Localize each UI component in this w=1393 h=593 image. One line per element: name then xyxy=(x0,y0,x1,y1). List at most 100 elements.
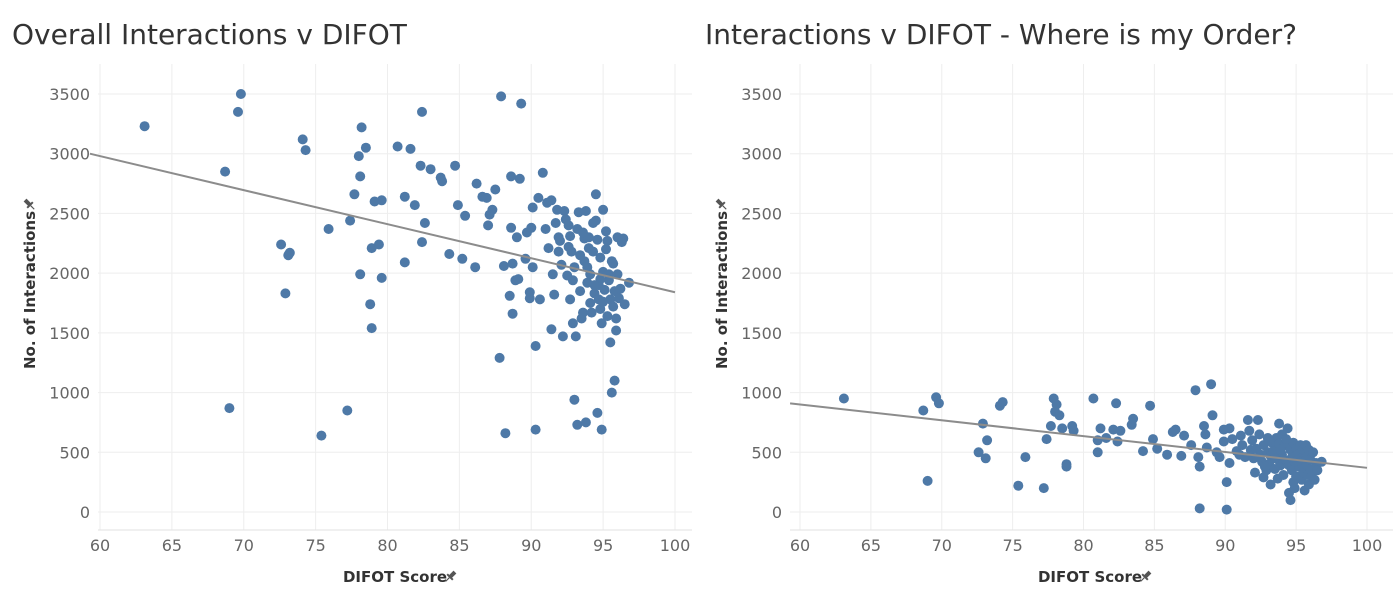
data-point[interactable] xyxy=(533,192,544,203)
data-point[interactable] xyxy=(1224,458,1235,468)
data-point[interactable] xyxy=(417,237,427,248)
data-point[interactable] xyxy=(546,324,557,335)
data-point[interactable] xyxy=(1170,424,1181,435)
data-point[interactable] xyxy=(1242,415,1253,425)
data-point[interactable] xyxy=(349,189,360,200)
data-point[interactable] xyxy=(575,286,586,297)
data-point[interactable] xyxy=(511,232,522,243)
data-point[interactable] xyxy=(559,206,570,216)
data-point[interactable] xyxy=(595,252,606,263)
data-point[interactable] xyxy=(592,407,603,418)
data-point[interactable] xyxy=(982,435,993,446)
data-point[interactable] xyxy=(323,224,334,234)
data-point[interactable] xyxy=(360,142,371,153)
data-point[interactable] xyxy=(606,387,617,398)
data-point[interactable] xyxy=(619,299,630,310)
data-point[interactable] xyxy=(588,246,599,257)
data-point[interactable] xyxy=(553,246,564,257)
data-point[interactable] xyxy=(1128,413,1139,424)
data-point[interactable] xyxy=(1200,429,1211,440)
data-point[interactable] xyxy=(1194,503,1205,514)
data-point[interactable] xyxy=(425,164,436,175)
data-point[interactable] xyxy=(417,106,427,117)
data-point[interactable] xyxy=(1054,410,1065,421)
data-point[interactable] xyxy=(530,341,541,351)
data-point[interactable] xyxy=(353,151,364,162)
data-point[interactable] xyxy=(1252,415,1263,425)
data-point[interactable] xyxy=(1312,465,1323,476)
data-point[interactable] xyxy=(1194,461,1205,472)
data-point[interactable] xyxy=(1221,477,1232,488)
data-point[interactable] xyxy=(575,250,586,261)
data-point[interactable] xyxy=(280,288,291,299)
data-point[interactable] xyxy=(506,171,517,182)
data-point[interactable] xyxy=(1285,495,1296,506)
data-point[interactable] xyxy=(470,262,481,273)
data-point[interactable] xyxy=(527,202,538,213)
data-point[interactable] xyxy=(513,274,524,285)
data-point[interactable] xyxy=(1138,446,1148,457)
data-point[interactable] xyxy=(1179,430,1190,441)
data-point[interactable] xyxy=(582,262,593,273)
data-point[interactable] xyxy=(1214,452,1225,463)
data-point[interactable] xyxy=(550,218,561,228)
data-point[interactable] xyxy=(1254,429,1265,440)
data-point[interactable] xyxy=(366,323,377,334)
data-point[interactable] xyxy=(457,253,468,264)
data-point[interactable] xyxy=(450,160,461,171)
data-point[interactable] xyxy=(220,166,231,177)
data-point[interactable] xyxy=(922,475,933,486)
data-point[interactable] xyxy=(1206,379,1217,390)
data-point[interactable] xyxy=(1247,435,1258,446)
data-point[interactable] xyxy=(284,247,295,258)
data-point[interactable] xyxy=(376,272,387,283)
data-point[interactable] xyxy=(1088,393,1099,404)
data-point[interactable] xyxy=(567,318,578,329)
data-point[interactable] xyxy=(1207,410,1218,421)
data-point[interactable] xyxy=(1038,483,1049,494)
data-point[interactable] xyxy=(487,204,498,215)
data-point[interactable] xyxy=(507,258,518,269)
data-point[interactable] xyxy=(1190,385,1201,396)
data-point[interactable] xyxy=(601,244,611,255)
data-point[interactable] xyxy=(496,91,507,102)
data-point[interactable] xyxy=(355,171,366,182)
data-point[interactable] xyxy=(601,226,611,237)
data-point[interactable] xyxy=(444,249,455,259)
data-point[interactable] xyxy=(1259,461,1270,472)
data-point[interactable] xyxy=(1281,434,1292,445)
data-point[interactable] xyxy=(1041,434,1052,445)
data-point[interactable] xyxy=(297,134,308,145)
data-point[interactable] xyxy=(483,220,494,231)
data-point[interactable] xyxy=(590,189,601,200)
data-point[interactable] xyxy=(1221,504,1232,515)
data-point[interactable] xyxy=(471,178,482,189)
data-point[interactable] xyxy=(608,301,619,312)
data-point[interactable] xyxy=(399,257,410,268)
data-point[interactable] xyxy=(345,215,356,226)
data-point[interactable] xyxy=(373,239,384,250)
data-point[interactable] xyxy=(516,98,527,109)
data-point[interactable] xyxy=(300,145,311,156)
data-point[interactable] xyxy=(1264,435,1275,446)
data-point[interactable] xyxy=(356,122,367,133)
data-point[interactable] xyxy=(415,160,426,171)
data-point[interactable] xyxy=(586,307,597,318)
data-point[interactable] xyxy=(543,243,554,254)
data-point[interactable] xyxy=(567,275,578,286)
data-point[interactable] xyxy=(598,204,609,215)
data-point[interactable] xyxy=(602,235,613,246)
data-point[interactable] xyxy=(514,173,525,184)
data-point[interactable] xyxy=(570,331,581,342)
data-point[interactable] xyxy=(546,195,557,206)
data-point[interactable] xyxy=(139,121,150,132)
data-point[interactable] xyxy=(1095,423,1106,434)
data-point[interactable] xyxy=(547,269,558,280)
data-point[interactable] xyxy=(1244,425,1255,436)
data-point[interactable] xyxy=(1045,421,1056,431)
data-point[interactable] xyxy=(1227,434,1238,445)
right-scatter-plot[interactable]: 0 500 1000 1500 2000 2500 3000 3500 60 65 70 75 80 85… xyxy=(700,0,1393,593)
data-point[interactable] xyxy=(1176,450,1187,461)
data-point[interactable] xyxy=(1199,421,1209,431)
data-point[interactable] xyxy=(611,325,622,336)
